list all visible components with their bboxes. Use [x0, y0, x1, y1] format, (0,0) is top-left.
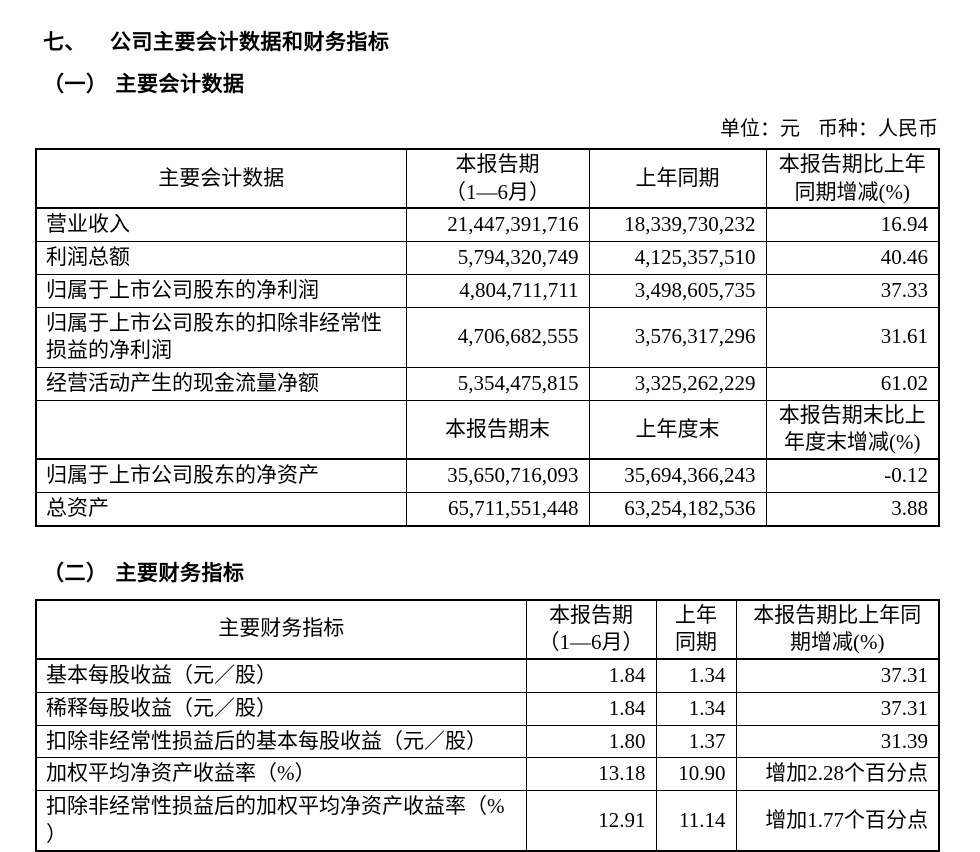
financial-indicators-table: 主要财务指标 本报告期 （1—6月） 上年 同期 本报告期比上年同 期增减(%) 基本每…	[35, 598, 940, 852]
current-period-value: 4,706,682,555	[405, 306, 590, 369]
change-value: 61.02	[765, 367, 940, 401]
column-header-cell: 主要财务指标	[35, 599, 527, 661]
row-label: 总资产	[35, 491, 407, 527]
currency-label: 币种：人民币	[818, 118, 938, 140]
prior-period-value: 35,694,366,243	[588, 458, 767, 493]
prior-period-value: 11.14	[655, 789, 737, 852]
change-value: -0.12	[765, 458, 940, 493]
row-label: 利润总额	[35, 241, 407, 275]
column-header-cell: 本报告期 （1—6月）	[405, 148, 590, 210]
section-heading: 七、 公司主要会计数据和财务指标	[43, 26, 938, 56]
change-value: 31.39	[735, 724, 940, 759]
prior-period-value: 10.90	[655, 757, 737, 791]
column-header-cell: 上年同期	[588, 148, 767, 210]
row-label: 稀释每股收益（元／股）	[35, 691, 527, 726]
prior-period-value: 1.34	[655, 691, 737, 726]
table-row: 总资产 65,711,551,448 63,254,182,536 3.88	[35, 491, 940, 527]
current-period-value: 65,711,551,448	[405, 491, 590, 527]
section-number: 七、	[43, 30, 86, 54]
change-value: 增加2.28个百分点	[735, 757, 940, 791]
subsection-title-1: 主要会计数据	[115, 72, 245, 96]
change-value: 40.46	[765, 241, 940, 275]
prior-period-value: 1.37	[655, 724, 737, 759]
change-value: 增加1.77个百分点	[735, 789, 940, 852]
column-header-cell: 主要会计数据	[35, 148, 407, 210]
table-row: 扣除非经常性损益后的基本每股收益（元／股） 1.80 1.37 31.39	[35, 724, 940, 759]
column-subheader-cell: 上年度末	[588, 399, 767, 461]
current-period-value: 35,650,716,093	[405, 458, 590, 493]
table-row: 归属于上市公司股东的净资产 35,650,716,093 35,694,366,24…	[35, 458, 940, 493]
accounting-data-table: 主要会计数据 本报告期 （1—6月） 上年同期 本报告期比上年 同期增减(%) 营业收入…	[35, 148, 940, 527]
row-label: 营业收入	[35, 207, 407, 243]
change-value: 16.94	[765, 207, 940, 243]
column-subheader-row: 本报告期末 上年度末 本报告期末比上 年度末增减(%)	[35, 399, 940, 461]
table-row: 基本每股收益（元／股） 1.84 1.34 37.31	[35, 658, 940, 693]
row-label: 归属于上市公司股东的净资产	[35, 458, 407, 493]
change-value: 37.31	[735, 658, 940, 693]
prior-period-value: 1.34	[655, 658, 737, 693]
row-label: 基本每股收益（元／股）	[35, 658, 527, 693]
table-row: 归属于上市公司股东的扣除非经常性 损益的净利润 4,706,682,555 3,57…	[35, 306, 940, 369]
column-subheader-cell	[35, 399, 407, 461]
row-label: 归属于上市公司股东的扣除非经常性 损益的净利润	[35, 306, 407, 369]
column-header-row: 主要会计数据 本报告期 （1—6月） 上年同期 本报告期比上年 同期增减(%)	[35, 148, 940, 210]
prior-period-value: 3,498,605,735	[588, 273, 767, 308]
current-period-value: 5,794,320,749	[405, 241, 590, 275]
row-label: 扣除非经常性损益后的加权平均净资产收益率（% ）	[35, 789, 527, 852]
column-subheader-cell: 本报告期末	[405, 399, 590, 461]
change-value: 3.88	[765, 491, 940, 527]
table-row: 加权平均净资产收益率（%） 13.18 10.90 增加2.28个百分点	[35, 757, 940, 791]
unit-currency-line: 单位：元 币种：人民币	[35, 112, 938, 141]
current-period-value: 4,804,711,711	[405, 273, 590, 308]
current-period-value: 5,354,475,815	[405, 367, 590, 401]
prior-period-value: 4,125,357,510	[588, 241, 767, 275]
current-period-value: 13.18	[525, 757, 657, 791]
table-row: 稀释每股收益（元／股） 1.84 1.34 37.31	[35, 691, 940, 726]
change-value: 37.33	[765, 273, 940, 308]
current-period-value: 1.80	[525, 724, 657, 759]
subsection-number-2: （二）	[43, 560, 108, 585]
unit-label: 单位：元	[720, 118, 800, 140]
change-value: 31.61	[765, 306, 940, 369]
current-period-value: 1.84	[525, 691, 657, 726]
prior-period-value: 18,339,730,232	[588, 207, 767, 243]
column-header-cell: 本报告期比上年同 期增减(%)	[735, 599, 940, 661]
table-row: 利润总额 5,794,320,749 4,125,357,510 40.46	[35, 241, 940, 275]
subsection-heading-financial: （二） 主要财务指标	[43, 557, 938, 587]
current-period-value: 21,447,391,716	[405, 207, 590, 243]
column-header-cell: 本报告期比上年 同期增减(%)	[765, 148, 940, 210]
subsection-number-1: （一）	[43, 72, 108, 96]
column-header-cell: 上年 同期	[655, 599, 737, 661]
section-title: 公司主要会计数据和财务指标	[110, 30, 390, 54]
column-header-row: 主要财务指标 本报告期 （1—6月） 上年 同期 本报告期比上年同 期增减(%)	[35, 599, 940, 661]
table-row: 营业收入 21,447,391,716 18,339,730,232 16.94	[35, 207, 940, 243]
current-period-value: 1.84	[525, 658, 657, 693]
subsection-heading-accounting: （一） 主要会计数据	[43, 68, 938, 98]
table-row: 归属于上市公司股东的净利润 4,804,711,711 3,498,605,735 3…	[35, 273, 940, 308]
row-label: 经营活动产生的现金流量净额	[35, 367, 407, 401]
table-row: 经营活动产生的现金流量净额 5,354,475,815 3,325,262,229 6…	[35, 367, 940, 401]
report-page: 七、 公司主要会计数据和财务指标 （一） 主要会计数据 单位：元 币种：人民币 主要会…	[35, 26, 940, 852]
prior-period-value: 63,254,182,536	[588, 491, 767, 527]
prior-period-value: 3,325,262,229	[588, 367, 767, 401]
current-period-value: 12.91	[525, 789, 657, 852]
change-value: 37.31	[735, 691, 940, 726]
table-row: 扣除非经常性损益后的加权平均净资产收益率（% ） 12.91 11.14 增加1.77…	[35, 789, 940, 852]
row-label: 扣除非经常性损益后的基本每股收益（元／股）	[35, 724, 527, 759]
subsection-title-2: 主要财务指标	[115, 560, 245, 585]
column-subheader-cell: 本报告期末比上 年度末增减(%)	[765, 399, 940, 461]
column-header-cell: 本报告期 （1—6月）	[525, 599, 657, 661]
row-label: 加权平均净资产收益率（%）	[35, 757, 527, 791]
row-label: 归属于上市公司股东的净利润	[35, 273, 407, 308]
prior-period-value: 3,576,317,296	[588, 306, 767, 369]
